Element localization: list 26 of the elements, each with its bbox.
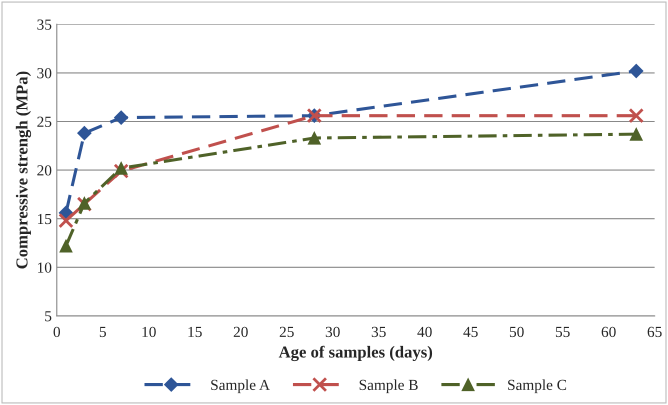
y-axis-title: Compressive strengh (MPa) [16, 72, 32, 269]
y-tick-label: 25 [37, 116, 52, 127]
x-tick-label: 40 [417, 326, 432, 338]
y-tick-label: 30 [37, 68, 52, 78]
x-axis-title: Age of samples (days) [278, 346, 432, 362]
x-tick-label: 55 [556, 326, 570, 338]
y-tick-label: 20 [37, 165, 52, 176]
x-tick-label: 50 [510, 326, 524, 338]
x-tick-label: 35 [372, 326, 386, 338]
x-tick-label: 10 [142, 326, 156, 338]
x-tick-label: 60 [602, 326, 616, 338]
x-tick-label: 65 [648, 326, 662, 338]
legend-label: Sample C [508, 379, 566, 394]
x-tick-label: 5 [100, 326, 106, 338]
x-tick-label: 0 [54, 326, 60, 338]
legend-label: Sample B [360, 379, 418, 394]
x-tick-label: 45 [463, 326, 478, 338]
legend-label: Sample A [211, 379, 270, 394]
y-tick-label: 15 [38, 214, 52, 224]
y-tick-label: 35 [37, 19, 52, 30]
x-tick-label: 20 [234, 326, 248, 338]
y-tick-label: 5 [45, 311, 52, 322]
x-tick-label: 15 [188, 326, 202, 338]
y-tick-label: 10 [38, 262, 52, 273]
x-tick-label: 30 [326, 326, 340, 338]
x-tick-label: 25 [280, 326, 294, 338]
